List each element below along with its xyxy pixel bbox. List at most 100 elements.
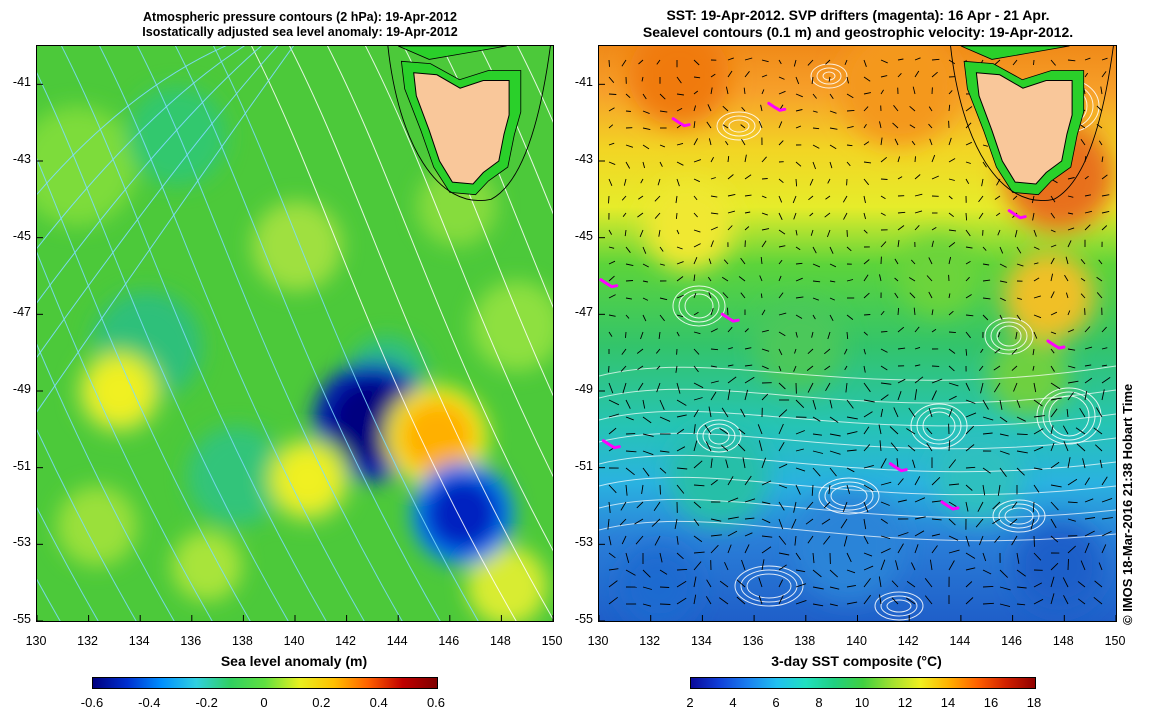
velocity-arrow [622,382,627,394]
velocity-arrow [621,59,627,67]
velocity-arrow [722,124,729,129]
x-tick-label: 132 [639,634,661,648]
velocity-arrow [642,586,653,590]
y-tick-label: -47 [12,305,31,320]
velocity-arrow [1067,177,1075,180]
velocity-arrow [710,391,717,401]
velocity-arrow [1050,461,1060,469]
velocity-arrow [761,74,768,78]
velocity-arrow [778,59,782,65]
velocity-arrow [982,144,989,147]
velocity-arrow [846,161,851,167]
velocity-arrow [880,365,888,371]
velocity-arrow [999,399,1003,410]
velocity-arrow [744,71,750,78]
velocity-arrow [910,259,916,265]
velocity-arrow [659,450,670,453]
velocity-arrow [1101,225,1108,231]
sealevel-contour [874,591,924,621]
pressure-contour [37,46,262,304]
anomaly-texture [57,486,137,566]
colorbar-tick-label: 14 [940,695,956,710]
velocity-arrow [809,212,814,217]
velocity-arrow [948,408,953,418]
velocity-arrow [1082,458,1086,469]
velocity-arrow [999,603,1011,608]
x-tick-label: 150 [541,634,563,648]
velocity-arrow [642,246,647,254]
velocity-arrow [608,178,613,186]
velocity-arrow [721,407,729,418]
velocity-arrow [897,532,909,537]
velocity-arrow [1050,348,1055,354]
velocity-arrow [1033,446,1044,452]
velocity-arrow [778,501,785,511]
velocity-arrow [880,310,885,316]
x-tick-label: 136 [180,634,202,648]
velocity-arrow [812,263,821,268]
velocity-arrow [1101,364,1108,367]
velocity-arrow [843,535,848,547]
velocity-arrow [1101,71,1107,78]
velocity-arrow [651,518,661,527]
velocity-arrow [924,595,933,605]
velocity-arrow [994,59,1001,66]
velocity-arrow [719,580,729,588]
velocity-arrow [965,261,971,265]
velocity-arrow [965,567,976,571]
velocity-arrow [948,195,953,200]
velocity-arrow [931,328,937,333]
velocity-arrow [693,229,701,233]
svp-drifter-track [767,101,787,112]
velocity-arrow [829,416,839,423]
velocity-arrow [625,297,632,300]
velocity-arrow [624,229,627,237]
velocity-arrow [863,535,869,545]
velocity-arrow [727,210,736,214]
isobath-line [387,46,551,202]
velocity-arrow [880,518,888,524]
velocity-arrow [1050,273,1054,282]
velocity-arrow [1050,331,1057,335]
velocity-arrow [844,365,848,371]
velocity-arrow [878,576,882,588]
pressure-contour [326,46,553,552]
velocity-arrow [948,331,956,334]
velocity-arrow [948,310,954,316]
velocity-arrow [846,144,853,147]
velocity-arrow [863,578,871,588]
velocity-arrow [744,57,753,61]
velocity-arrow [1033,415,1045,418]
velocity-arrow [761,89,765,95]
velocity-arrow [676,261,684,265]
velocity-arrow [1033,484,1040,493]
velocity-arrow [608,427,617,435]
velocity-arrow [608,142,615,146]
velocity-arrow [1050,291,1055,299]
velocity-arrow [948,90,953,95]
velocity-arrow [778,275,782,282]
sealevel-contour [708,427,730,445]
velocity-arrow [710,328,718,333]
velocity-arrow [1011,535,1018,546]
velocity-arrow [693,274,696,282]
velocity-arrow [727,156,730,163]
sealevel-contour [599,454,1116,473]
velocity-arrow [914,346,921,350]
velocity-arrow [727,57,734,61]
velocity-arrow [1033,552,1042,561]
velocity-arrow [880,330,888,333]
velocity-arrow [948,382,959,387]
velocity-arrow [1101,210,1110,214]
velocity-arrow [740,292,746,299]
velocity-arrow [863,552,873,557]
velocity-arrow [1084,377,1093,384]
velocity-arrow [897,326,905,333]
svp-drifter-track [1046,339,1066,350]
sealevel-contour [672,285,726,327]
velocity-arrow [608,260,616,265]
velocity-arrow [914,174,921,180]
velocity-arrow [761,156,767,163]
velocity-arrow [977,501,984,512]
velocity-arrow [693,292,697,299]
